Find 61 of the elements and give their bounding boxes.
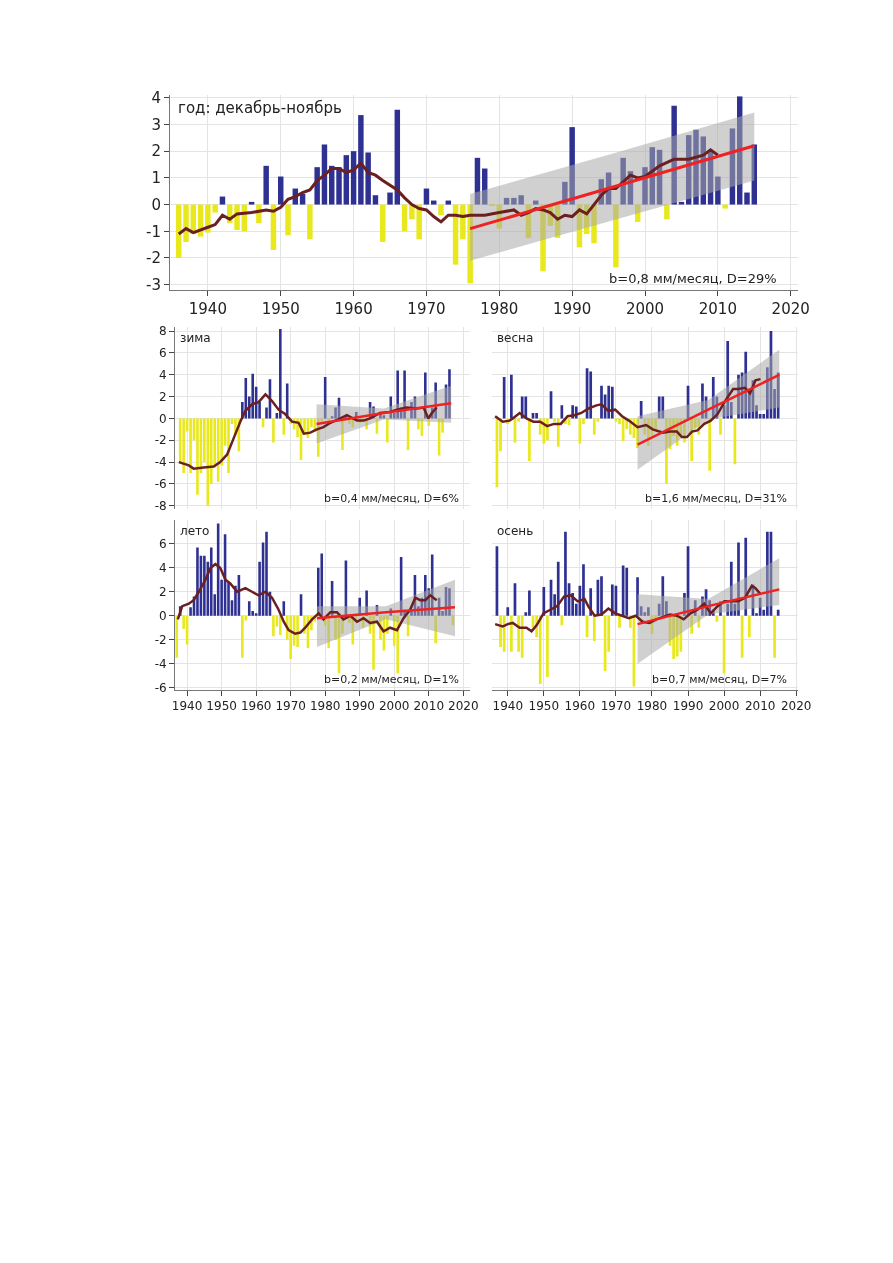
x-tick-label: 2000	[625, 300, 665, 319]
y-tick-label: -2	[154, 433, 167, 448]
chart-title: осень	[497, 524, 534, 538]
y-tick-label: -4	[154, 656, 167, 671]
y-tick-label: 2	[151, 142, 161, 161]
x-tick-label: 1990	[553, 300, 592, 319]
chart-title: весна	[497, 331, 534, 345]
y-tick-label: 4	[158, 367, 167, 382]
x-tick-label: 2010	[698, 300, 737, 319]
y-tick-label: 4	[151, 88, 161, 107]
x-tick-label: 1990	[344, 699, 375, 714]
x-tick-label: 2010	[413, 699, 445, 714]
annotation: b=1,6 мм/месяц, D=31%	[645, 492, 787, 505]
chart-title: год: декабрь-ноябрь	[178, 99, 342, 117]
x-tick-label: 1960	[564, 699, 596, 714]
y-tick-label: 1	[151, 169, 161, 188]
annotation: b=0,7 мм/месяц, D=7%	[652, 673, 787, 686]
y-tick-label: 0	[151, 195, 161, 214]
x-tick-label: 1960	[334, 300, 373, 319]
y-tick-label: -8	[154, 498, 167, 513]
y-tick-label: -6	[154, 680, 167, 695]
chart-title: лето	[180, 524, 210, 538]
annotation: b=0,8 мм/месяц, D=29%	[609, 271, 777, 286]
annotation: b=0,2 мм/месяц, D=1%	[324, 673, 459, 686]
x-tick-label: 1950	[528, 699, 560, 714]
x-tick-label: 1940	[171, 699, 203, 714]
x-tick-label: 2020	[448, 699, 479, 714]
x-tick-label: 2000	[378, 699, 410, 714]
y-tick-label: -2	[146, 249, 161, 268]
x-tick-label: 1960	[240, 699, 272, 714]
x-tick-label: 1970	[600, 699, 632, 714]
y-tick-label: 4	[158, 560, 167, 575]
y-tick-label: -4	[154, 455, 167, 470]
y-tick-label: -3	[146, 275, 161, 294]
x-tick-label: 1980	[480, 300, 519, 319]
y-tick-label: 0	[158, 411, 167, 426]
y-tick-label: 2	[158, 584, 167, 599]
y-tick-label: -6	[154, 477, 167, 492]
y-tick-label: -1	[146, 222, 161, 241]
x-tick-label: 1970	[407, 300, 446, 319]
y-tick-label: 3	[151, 115, 161, 134]
x-tick-label: 1990	[672, 699, 704, 714]
y-tick-label: 2	[158, 389, 167, 404]
y-tick-label: -2	[154, 632, 167, 647]
x-tick-label: 1950	[206, 699, 237, 714]
x-tick-label: 1980	[309, 699, 341, 714]
x-tick-label: 2020	[771, 300, 810, 319]
x-tick-label: 1940	[188, 300, 227, 319]
x-tick-label: 1970	[275, 699, 306, 714]
y-tick-label: 6	[158, 536, 167, 551]
x-tick-label: 2010	[744, 699, 776, 714]
annotation: b=0,4 мм/месяц, D=6%	[324, 492, 459, 505]
y-tick-label: 6	[158, 346, 167, 361]
x-tick-label: 2000	[708, 699, 740, 714]
x-tick-label: 1950	[261, 300, 300, 319]
x-tick-label: 1980	[636, 699, 668, 714]
x-tick-label: 2020	[780, 699, 812, 714]
chart-title: зима	[180, 331, 211, 345]
y-tick-label: 8	[158, 324, 167, 339]
y-tick-label: 0	[158, 608, 167, 623]
x-tick-label: 1940	[492, 699, 524, 714]
